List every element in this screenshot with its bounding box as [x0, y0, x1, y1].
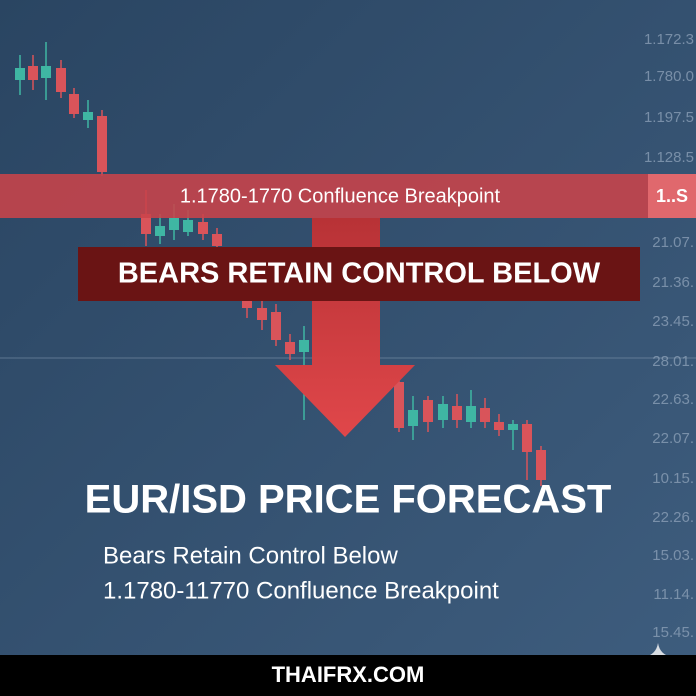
- candle-body: [15, 68, 25, 80]
- candle-body: [69, 94, 79, 114]
- candle-body: [155, 226, 165, 236]
- axis-label: 15.03.: [652, 547, 694, 564]
- candle-body: [394, 382, 404, 428]
- banner: [0, 174, 648, 218]
- axis-label: 23.45.: [652, 313, 694, 330]
- axis-label: 10.15.: [652, 470, 694, 487]
- subtitle-line: Bears Retain Control Below: [103, 542, 398, 569]
- candle-body: [257, 308, 267, 320]
- candle-body: [452, 406, 462, 420]
- candle-body: [28, 66, 38, 80]
- axis-label: 1.197.5: [644, 109, 694, 126]
- candle-body: [494, 422, 504, 430]
- axis-label: 1.780.0: [644, 68, 694, 85]
- candle-body: [271, 312, 281, 340]
- banner-text: 1.1780-1770 Confluence Breakpoint: [180, 185, 501, 207]
- candle-body: [522, 424, 532, 452]
- footer: THAIFRX.COM: [272, 662, 425, 687]
- candle-body: [438, 404, 448, 420]
- candle-body: [183, 220, 193, 232]
- candle-body: [285, 342, 295, 354]
- candle-body: [408, 410, 418, 426]
- candle-body: [466, 406, 476, 422]
- candle-body: [83, 112, 93, 120]
- candle-body: [423, 400, 433, 422]
- axis-label: 22.07.: [652, 430, 694, 447]
- axis-label: 21.36.: [652, 274, 694, 291]
- candle-body: [141, 214, 151, 234]
- candle-body: [536, 450, 546, 480]
- subtitle-line: 1.1780-11770 Confluence Breakpoint: [103, 577, 499, 604]
- candle-body: [212, 234, 222, 246]
- candle-body: [242, 296, 252, 308]
- axis-label: 11.14.: [653, 586, 694, 603]
- price-axis: 1.172.3 1.780.0 1.197.5 1.128.5 21.07. 21.36.…: [644, 31, 694, 641]
- title: EUR/ISD PRICE FORECAST: [85, 478, 612, 522]
- banner-tag-text: 1..S: [656, 186, 688, 206]
- axis-label: 15.45.: [652, 624, 694, 641]
- candle-body: [97, 116, 107, 172]
- candle-body: [480, 408, 490, 422]
- candle-body: [41, 66, 51, 78]
- axis-label: 1.128.5: [644, 149, 694, 166]
- axis-label: 22.26.: [652, 509, 694, 526]
- axis-label: 21.07.: [652, 234, 694, 251]
- headline: BEARS RETAIN CONTROL BELOW: [118, 258, 601, 290]
- axis-label: 22.63.: [652, 391, 694, 408]
- candle-body: [56, 68, 66, 92]
- candle-body: [198, 222, 208, 234]
- footer-bar: [0, 655, 696, 696]
- axis-label: 28.01.: [652, 353, 694, 370]
- candle-body: [169, 218, 179, 230]
- candle-body: [508, 424, 518, 430]
- candle-body: [299, 340, 309, 352]
- banner-tag: [648, 174, 696, 218]
- axis-label: 1.172.3: [644, 31, 694, 48]
- headline-box: [78, 247, 640, 301]
